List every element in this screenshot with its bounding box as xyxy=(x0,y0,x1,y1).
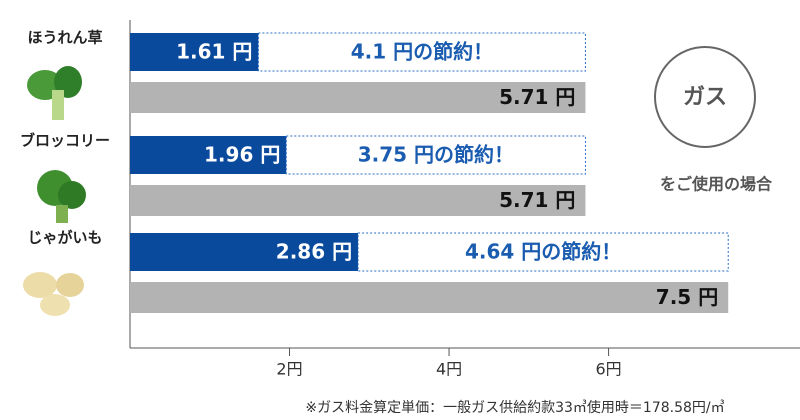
value-label: 4.1 円の節約！ xyxy=(351,40,493,64)
value-label: 5.71 円 xyxy=(499,85,575,109)
x-tick-label: 4円 xyxy=(436,360,462,379)
value-label: 1.61 円 xyxy=(176,40,252,64)
bar xyxy=(130,136,287,174)
value-label: 3.75 円の節約！ xyxy=(358,143,514,167)
broccoli-icon xyxy=(37,170,86,223)
bar xyxy=(130,33,259,71)
x-tick-label: 6円 xyxy=(595,360,621,379)
bar xyxy=(130,185,586,216)
value-label: 2.86 円 xyxy=(276,240,352,264)
annotation-circle xyxy=(654,46,756,148)
value-label: 1.96 円 xyxy=(204,143,280,167)
spinach-icon xyxy=(27,66,82,120)
annotation: ガス xyxy=(683,85,727,110)
value-label: 5.71 円 xyxy=(499,188,575,212)
value-label: 7.5 円 xyxy=(656,285,718,309)
bar xyxy=(257,32,586,72)
bar xyxy=(130,233,359,271)
x-tick-label: 2円 xyxy=(276,360,302,379)
annotation: をご使用の場合 xyxy=(660,175,773,194)
bar xyxy=(285,135,586,175)
bar xyxy=(130,282,729,313)
footnote: ※ガス料金算定単価：一般ガス供給約款33㎥使用時＝178.58円/㎥ xyxy=(305,399,724,416)
category-label: ブロッコリー xyxy=(20,132,110,150)
value-label: 4.64 円の節約！ xyxy=(465,240,621,264)
category-label: ほうれん草 xyxy=(27,29,102,47)
potato-icon xyxy=(23,272,84,316)
bar xyxy=(357,232,729,272)
icons xyxy=(23,66,86,316)
category-label: じゃがいも xyxy=(27,229,102,247)
bar xyxy=(130,82,586,113)
